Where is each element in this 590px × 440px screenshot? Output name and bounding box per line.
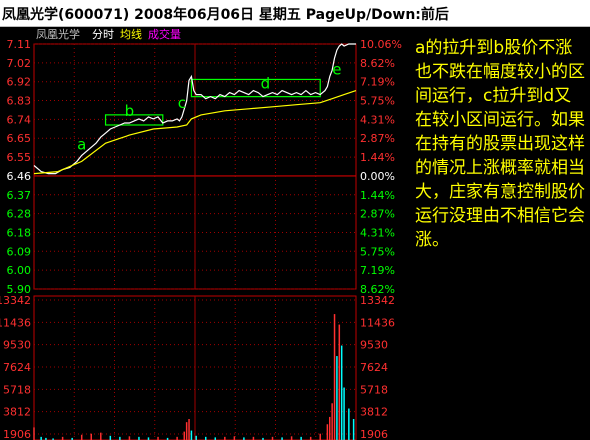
volume-tick-label-right: 7624 [360,361,388,374]
price-tick-label: 6.28 [7,208,32,221]
pct-tick-label: 1.44% [360,151,395,164]
volume-tick-label: 9530 [3,339,31,352]
consolidation-box [104,114,164,126]
pct-tick-label: 8.62% [360,283,395,296]
legend-item: 均线 [120,27,142,41]
annotation-label-c: c [178,94,186,112]
volume-tick-label-right: 11436 [360,316,395,329]
pct-tick-label: 10.06% [360,38,402,51]
annotation-label-e: e [332,60,341,78]
price-tick-label: 6.55 [7,151,32,164]
volume-tick-label-right: 13342 [360,294,395,307]
average-line [33,90,357,175]
volume-tick-label: 3812 [3,406,31,419]
price-tick-label: 6.18 [7,226,32,239]
annotation-label-d: d [261,75,271,93]
pct-tick-label: 1.44% [360,189,395,202]
price-tick-label: 5.90 [7,283,32,296]
price-tick-label: 7.02 [7,57,32,70]
pct-tick-label: 7.19% [360,264,395,277]
chart-title: 凤凰光学(600071) 2008年06月06日 星期五 PageUp/Down… [2,7,449,23]
volume-tick-label: 13342 [0,294,31,307]
price-tick-label: 6.92 [7,76,32,89]
pct-tick-label: 2.87% [360,208,395,221]
price-tick-label: 6.00 [7,264,32,277]
legend-item: 分时 [92,28,114,41]
annotation-label-b: b [125,102,135,120]
volume-tick-label-right: 1906 [360,428,388,440]
pct-tick-label: 7.19% [360,76,395,89]
pct-tick-label: 5.75% [360,245,395,258]
volume-tick-label: 7624 [3,361,31,374]
price-tick-label: 6.37 [7,189,32,202]
legend-item: 成交量 [148,27,181,41]
pct-tick-label: 8.62% [360,57,395,70]
legend-stock-name: 凤凰光学 [36,27,80,41]
pct-tick-label: 5.75% [360,95,395,108]
price-tick-label: 7.11 [7,38,32,51]
price-tick-label: 6.83 [7,95,32,108]
volume-tick-label: 11436 [0,316,31,329]
pct-tick-label: 4.31% [360,113,395,126]
price-tick-label: 6.65 [7,132,32,145]
explanation-note: a的拉升到b股价不涨也不跌在幅度较小的区间运行，c拉升到d又在较小区间运行。如果… [415,36,585,252]
intraday-chart[interactable]: 7.11 10.06% 7.02 8.62% 6.92 7.19% 6.83 5.75% 6.7… [0,26,412,440]
volume-tick-label-right: 9530 [360,339,388,352]
pct-tick-label: 2.87% [360,132,395,145]
title-bar: 凤凰光学(600071) 2008年06月06日 星期五 PageUp/Down… [0,0,590,27]
price-line [33,43,356,175]
volume-tick-label-right: 5718 [360,383,388,396]
pct-tick-label: 0.00% [360,170,395,183]
consolidation-box [190,78,321,98]
volume-tick-label: 5718 [3,383,31,396]
pct-tick-label: 4.31% [360,226,395,239]
note-text: a的拉升到b股价不涨也不跌在幅度较小的区间运行，c拉升到d又在较小区间运行。如果… [415,38,585,250]
price-tick-label: 6.74 [7,113,32,126]
volume-tick-label: 1906 [3,428,31,440]
price-tick-label: 6.46 [7,170,32,183]
volume-tick-label-right: 3812 [360,406,388,419]
price-tick-label: 6.09 [7,245,32,258]
annotation-label-a: a [77,135,86,153]
